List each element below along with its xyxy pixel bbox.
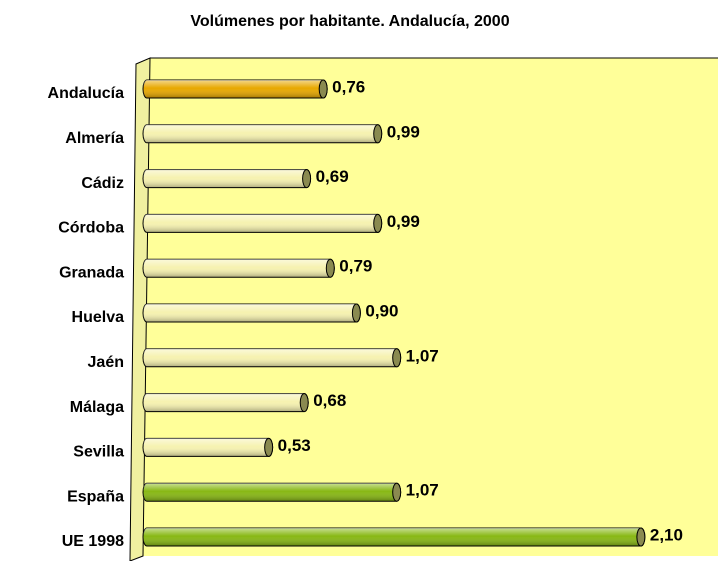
value-label: 0,68 — [313, 391, 346, 410]
y-tick-label: Andalucía — [48, 85, 125, 102]
y-tick-label: Córdoba — [58, 220, 124, 237]
bar-cap — [636, 527, 646, 547]
y-tick-label: Huelva — [72, 309, 125, 326]
value-label: 1,07 — [406, 481, 439, 500]
bar-shade — [143, 483, 401, 502]
bar-cap — [318, 79, 328, 99]
y-tick-label: Granada — [59, 264, 124, 281]
value-label: 2,10 — [650, 525, 683, 544]
value-label: 1,07 — [406, 346, 439, 365]
y-tick-label: Málaga — [70, 399, 124, 416]
y-tick-label: España — [67, 488, 124, 505]
bar-shade — [143, 124, 382, 143]
value-label: 0,53 — [278, 436, 311, 455]
bar-cap — [373, 213, 383, 233]
bar-cap — [392, 482, 402, 502]
bar-cap — [392, 348, 402, 368]
bar-shade — [143, 259, 335, 278]
bar-cap — [351, 303, 361, 323]
bar-shade — [143, 528, 645, 546]
y-tick-label: UE 1998 — [62, 533, 124, 550]
y-tick-label: Sevilla — [73, 444, 124, 461]
value-label: 0,79 — [339, 257, 372, 276]
y-tick-label: Cádiz — [81, 175, 124, 192]
bar-shade — [143, 348, 401, 367]
value-label: 0,99 — [387, 212, 420, 231]
bar-cap — [325, 258, 335, 278]
bar-shade — [143, 214, 382, 233]
bar-cap — [299, 393, 309, 413]
chart-title: Volúmenes por habitante. Andalucía, 2000 — [190, 13, 509, 30]
value-label: 0,69 — [316, 167, 349, 186]
bar-shade — [143, 393, 309, 412]
bar-shade — [143, 438, 273, 457]
value-label: 0,99 — [387, 122, 420, 141]
value-label: 0,76 — [332, 77, 365, 96]
bar-shade — [143, 304, 361, 322]
y-tick-label: Almería — [65, 130, 124, 147]
bar-cap — [302, 169, 312, 189]
y-tick-label: Jaén — [88, 354, 124, 371]
bar-cap — [373, 124, 383, 144]
bar-shade — [143, 169, 311, 188]
bar-cap — [264, 437, 274, 457]
bar-shade — [143, 80, 328, 98]
value-label: 0,90 — [365, 301, 398, 320]
